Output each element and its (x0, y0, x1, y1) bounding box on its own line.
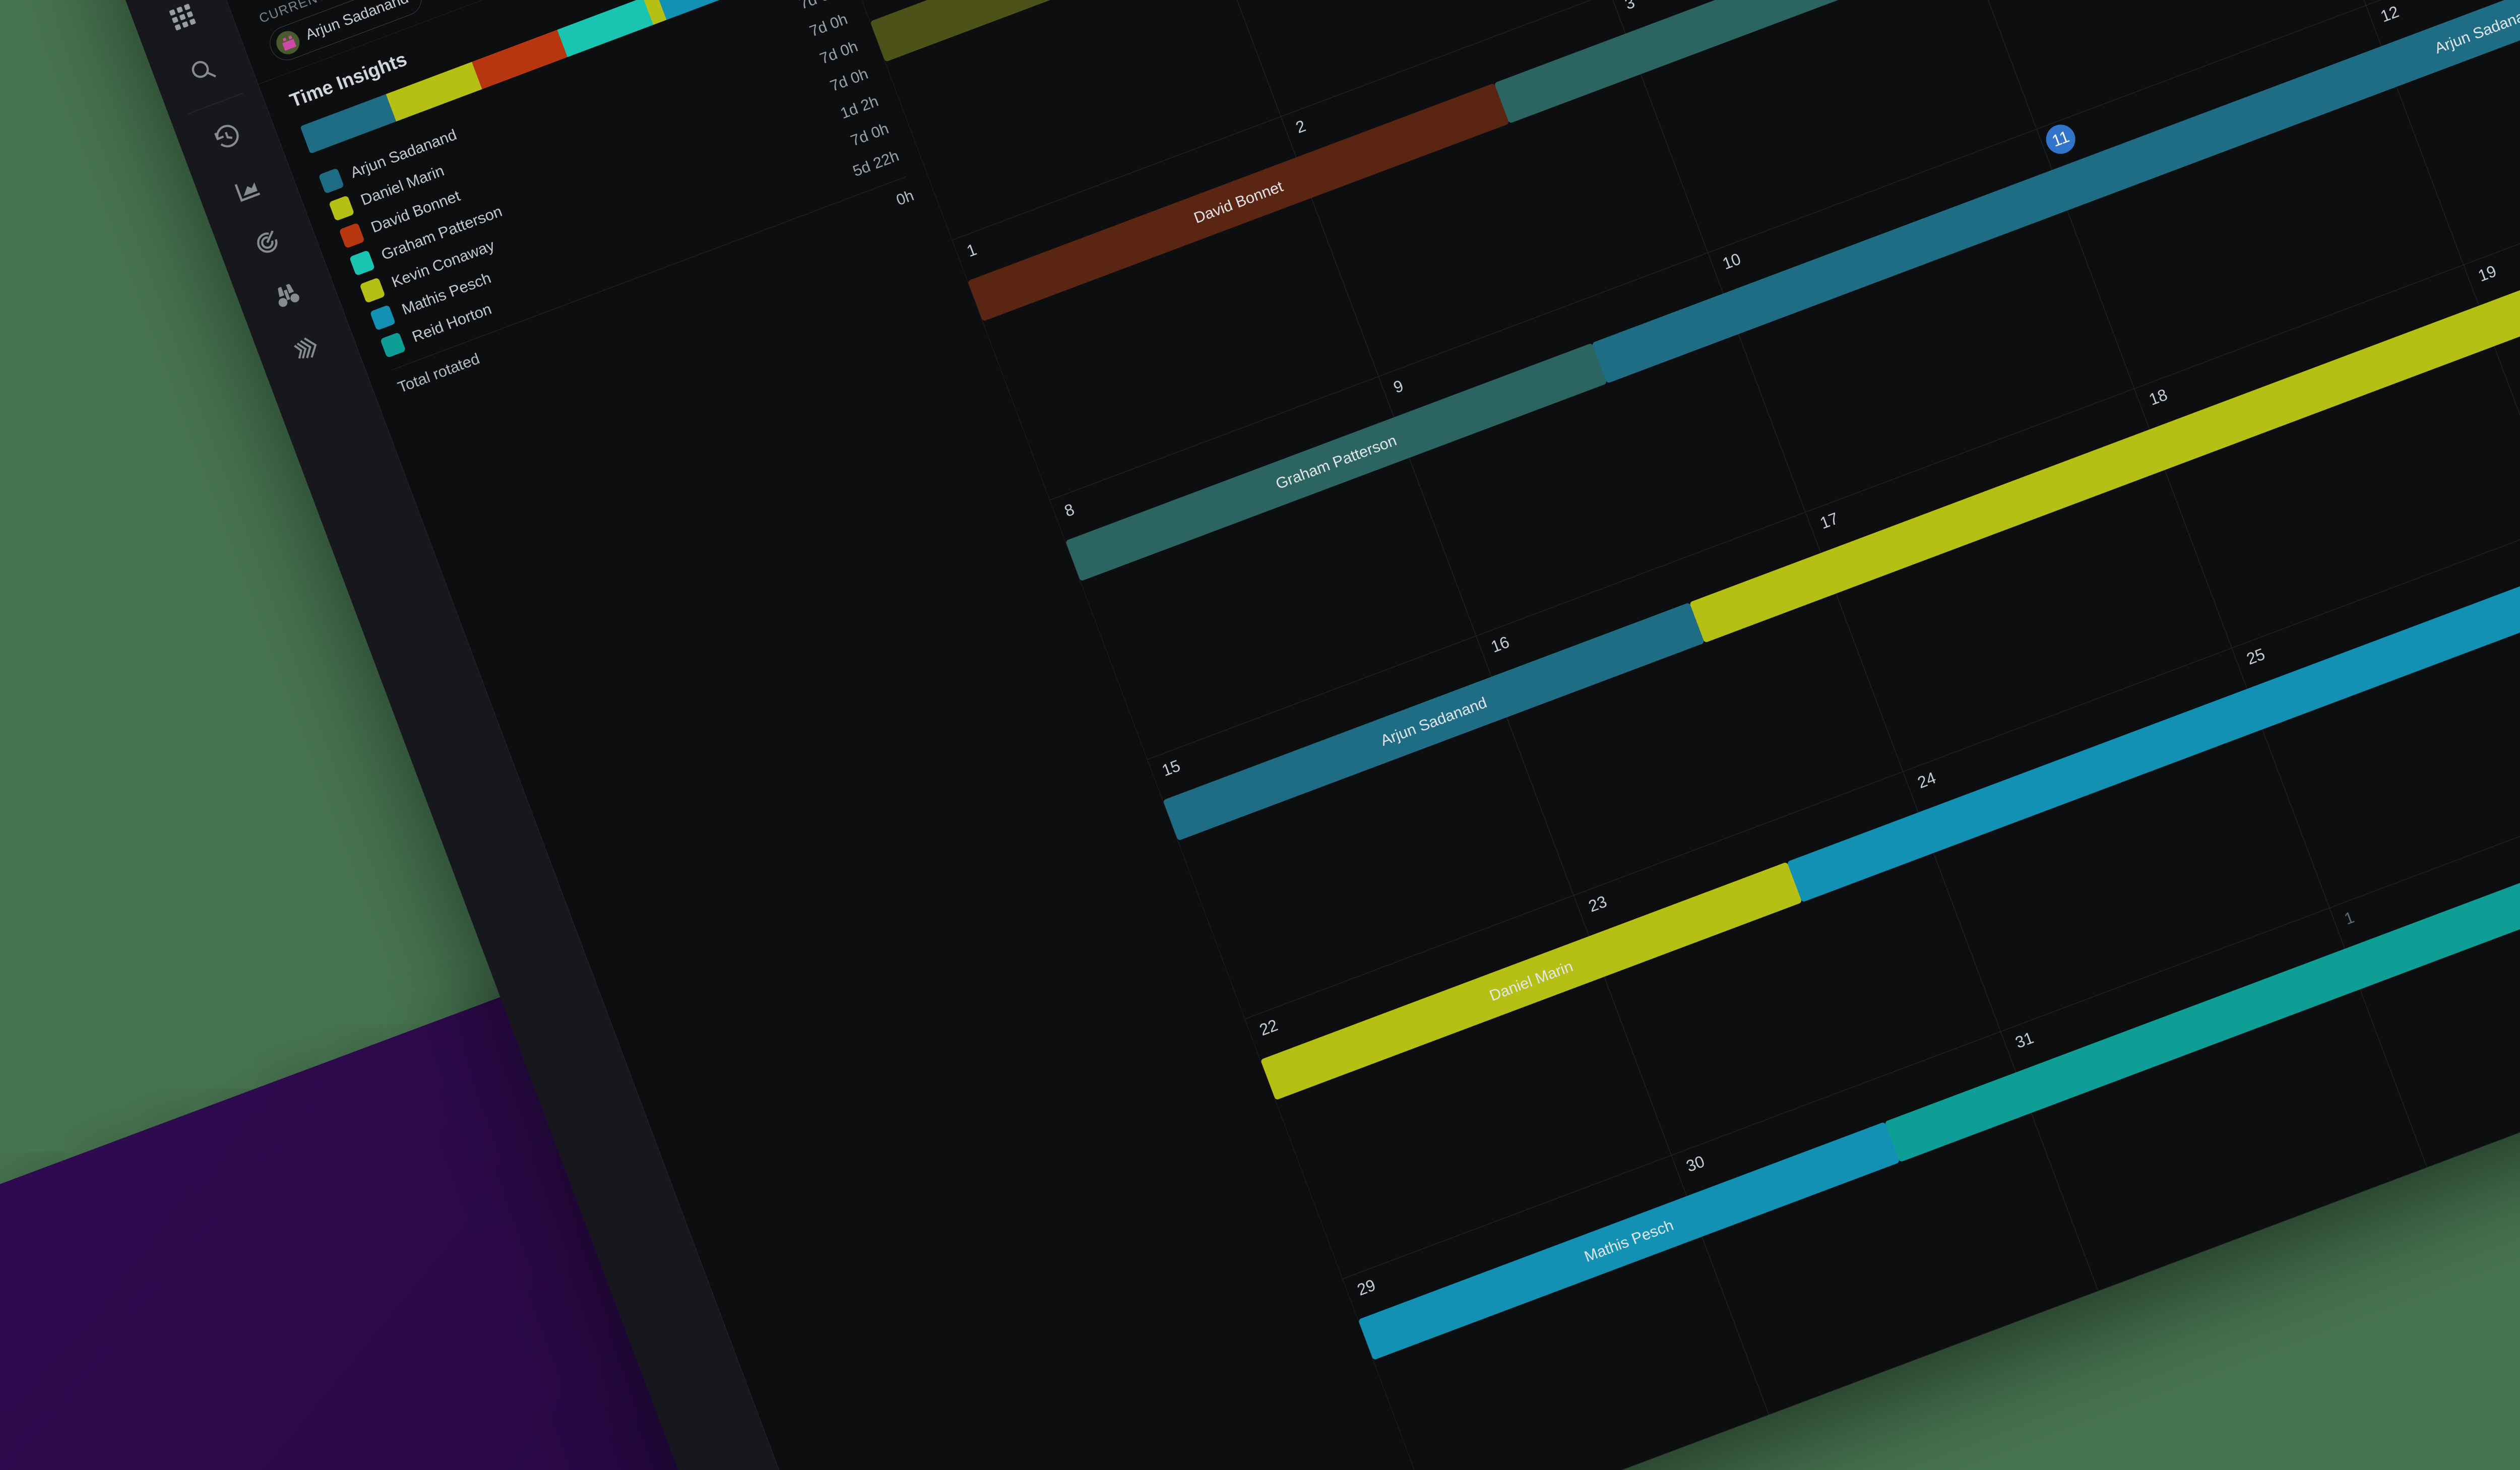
calendar-day-number: 10 (1720, 249, 1743, 273)
calendar-day-number: 29 (1354, 1275, 1378, 1299)
calendar-day-number: 19 (2475, 262, 2499, 285)
binoculars-icon[interactable] (255, 261, 320, 331)
calendar-day-number: 25 (2244, 645, 2267, 669)
calendar-day-number: 15 (1159, 756, 1183, 780)
legend-color-swatch (318, 168, 345, 194)
calendar-day-number: 3 (1622, 0, 1637, 14)
calendar-day-number: 16 (1488, 632, 1512, 656)
chart-area-icon[interactable] (215, 155, 280, 225)
calendar-day-number: 23 (1586, 892, 1610, 916)
layers-icon[interactable] (274, 313, 339, 384)
calendar-day-number: 8 (1062, 500, 1077, 521)
calendar-day-number: 2 (1293, 116, 1308, 137)
calendar-day-number: 1 (964, 240, 979, 261)
app-window-perspective: On-Call › Schedules › Core Platform - Pr… (86, 0, 2520, 1470)
legend-color-swatch (369, 304, 396, 331)
avatar (273, 28, 303, 58)
calendar-day-number: 24 (867, 0, 890, 1)
schedule-shift-block[interactable]: Kevin Conaway (870, 0, 1396, 62)
calendar-day-number: 1 (2342, 908, 2357, 928)
time-distribution-segment (557, 0, 654, 57)
calendar-day-number: 9 (1391, 376, 1406, 397)
left-nav-rail (106, 0, 884, 1470)
history-icon[interactable] (195, 102, 260, 172)
calendar-day-number: 24 (1915, 769, 1938, 792)
calendar-day-number: 22 (1257, 1016, 1281, 1040)
legend-color-swatch (349, 250, 375, 276)
legend-color-swatch (339, 222, 365, 249)
calendar-day-number: 18 (2147, 385, 2170, 409)
calendar-day-number: 17 (1817, 509, 1841, 533)
search-icon[interactable] (170, 36, 235, 106)
apps-grid-icon[interactable] (153, 0, 212, 44)
calendar-day-number: 31 (2012, 1028, 2036, 1052)
calendar-day-number: 12 (2378, 2, 2402, 26)
legend-color-swatch (328, 195, 355, 221)
target-icon[interactable] (234, 208, 299, 278)
legend-color-swatch (359, 277, 386, 303)
calendar-day-number: 30 (1683, 1152, 1707, 1176)
app-body: On-Call › Schedules › Core Platform - Pr… (106, 0, 2520, 1470)
total-rotated-label: Total rotated (395, 349, 482, 397)
calendar-day-number-today: 11 (2042, 120, 2080, 158)
total-rotated-value: 0h (894, 186, 916, 209)
app-window: On-Call › Schedules › Core Platform - Pr… (86, 0, 2520, 1470)
legend-color-swatch (380, 332, 406, 358)
